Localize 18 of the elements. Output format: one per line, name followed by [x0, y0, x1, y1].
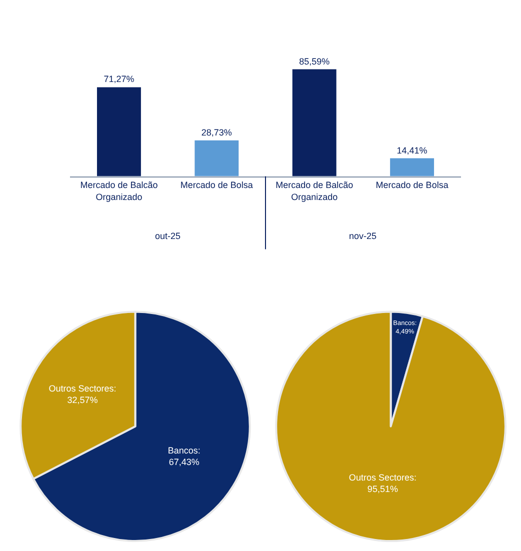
data-label: Bancos: 67,43%: [168, 445, 200, 468]
data-label: 14,41%: [396, 145, 428, 156]
x-tick-label: Mercado de Bolsa: [180, 180, 253, 190]
data-label: 71,27%: [104, 74, 134, 84]
data-label: Outros Sectores: 95,51%: [348, 472, 416, 494]
x-tick-label: Mercado de Bolsa: [376, 180, 448, 190]
bar: [194, 140, 239, 176]
pie-slice: [275, 310, 506, 542]
x-tick-label: Mercado de Balcão Organizado: [276, 180, 354, 202]
text: nov-25: [349, 231, 377, 241]
x-tick-label: Mercado de Balcão Organizado: [80, 180, 158, 202]
bar: [292, 69, 336, 176]
bar: [390, 158, 434, 176]
text: out-25: [155, 231, 181, 241]
data-label: 28,73%: [201, 127, 232, 138]
data-label: Outros Sectores: 32,57%: [48, 383, 116, 406]
bar: [96, 87, 141, 176]
data-label: 85,59%: [299, 56, 330, 66]
